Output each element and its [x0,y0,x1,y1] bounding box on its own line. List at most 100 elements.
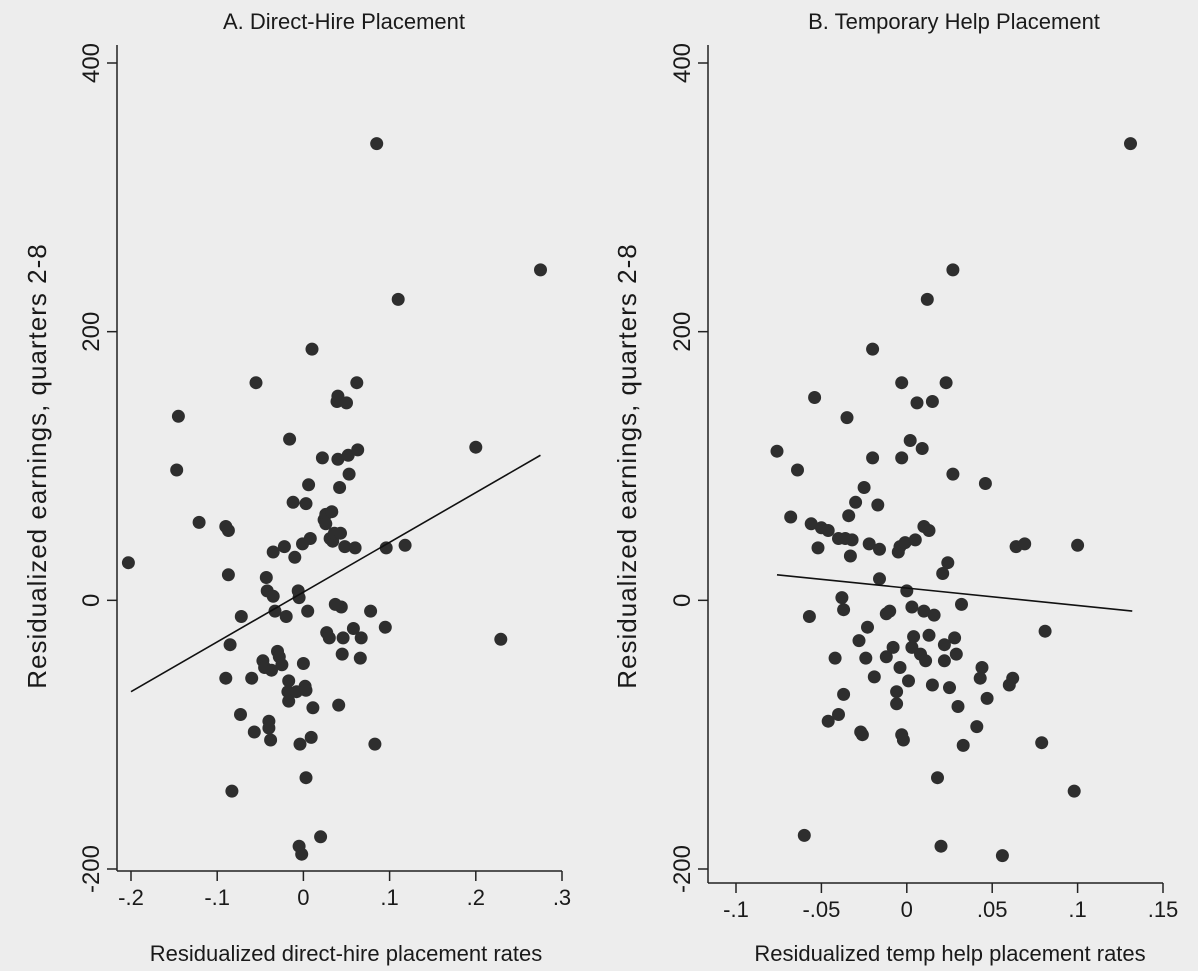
panel-a-data-point [319,517,333,531]
panel-b-data-point [862,537,876,551]
panel-b-x-tick-label: .1 [1068,897,1086,922]
panel-b-data-point [866,342,880,356]
panel-b-data-point [797,828,811,842]
panel-b-data-point [941,556,955,570]
panel-a-data-point [192,515,206,529]
panel-b-data-point [1067,784,1081,798]
panel-b-data-point [931,771,944,785]
panel-b-data-point [900,584,914,598]
panel-a-data-point [364,604,378,618]
panel-a-direct-hire: A. Direct-Hire Placement Residualized ea… [22,9,571,966]
panel-a-data-point [303,532,317,545]
panel-b-data-point [948,631,962,645]
panel-a-data-point [266,545,280,559]
panel-a-data-point [350,376,364,390]
panel-a-data-point [379,541,393,555]
panel-a-data-point [249,376,263,390]
panel-b-data-point [922,524,936,537]
panel-b-data-point [898,536,912,550]
panel-a-data-point [266,589,280,603]
panel-b-data-point [855,728,869,742]
panel-a-data-point [334,600,348,614]
panel-a-data-point [247,725,261,739]
panel-b-data-point [893,661,907,674]
panel-a-x-tick-label: -.2 [118,885,144,910]
panel-a-data-point [334,526,347,540]
panel-a-data-point [398,538,412,552]
panel-b-data-point [905,600,919,614]
panel-a-data-point [264,733,278,747]
panel-a-data-point [286,495,300,509]
panel-a-data-point [304,730,318,744]
panel-b-data-point [857,481,871,494]
panel-b-x-tick-label: -.05 [802,897,840,922]
panel-b-data-point [1071,538,1085,552]
panel-a-data-point [306,701,320,715]
panel-a-data-point [292,591,306,605]
panel-b-data-point [890,685,904,699]
panel-a-data-point [299,497,313,511]
panel-b-data-point [949,647,963,661]
panel-b-data-point [895,376,909,390]
panel-b-data-point [879,650,893,664]
panel-b-data-point [840,411,854,425]
panel-a-data-point [295,847,309,861]
panel-a-data-point [378,620,392,634]
panel-b-x-tick-label: 0 [901,897,913,922]
panel-b-data-point [896,733,910,747]
panel-b-data-point [937,638,951,652]
panel-b-data-point [978,477,992,490]
panel-b-data-point [843,549,857,563]
panel-a-data-point [342,467,356,481]
panel-a-data-point [262,721,276,735]
panel-b-data-point [849,495,863,509]
panel-a-data-point [322,631,336,645]
panel-a-axes: -200 0 200 400 -.2 -.1 0 .1 .2 .3 [78,43,571,910]
panel-b-data-point [915,442,929,455]
panel-a-data-point [331,452,345,466]
panel-b-data-point [973,671,987,685]
panel-a-data-point [368,737,382,751]
panel-a-data-point [245,671,259,685]
panel-b-data-point [980,691,994,705]
panel-a-data-point [333,481,347,494]
panel-a-data-point [282,694,296,708]
panel-b-data-point [895,451,909,465]
panel-a-data-point [283,432,297,446]
panel-b-y-tick-label: -200 [669,845,696,893]
panel-a-data-point [469,440,483,454]
panel-b-data-point [828,651,842,665]
panel-a-data-point [341,448,355,462]
panel-b-data-point [975,661,989,674]
panel-b-y-tick-label: 0 [669,594,696,607]
panel-a-data-point [221,568,235,582]
panel-a-plot-area [121,137,547,861]
panel-b-x-axis-label: Residualized temp help placement rates [754,941,1145,966]
panel-b-x-tick-label: -.1 [723,897,749,922]
panel-b-data-point [886,640,900,654]
panel-b-data-point [970,720,984,734]
panel-b-axes: -200 0 200 400 -.1 -.05 0 .05 .1 .15 [669,43,1178,922]
panel-a-data-point [288,550,302,564]
panel-b-data-point [910,396,924,410]
panel-b-data-point [804,517,818,531]
panel-a-data-point [305,342,319,356]
panel-b-data-point [837,687,851,701]
panel-a-data-point [219,671,233,685]
panel-a-data-point [299,683,313,697]
panel-b-data-point [837,603,851,617]
panel-b-data-point [770,444,784,458]
panel-a-data-point [282,674,296,688]
panel-a-data-point [340,396,353,410]
panel-b-data-point [808,391,822,404]
panel-a-y-tick-label: -200 [78,845,105,893]
panel-b-data-point [1035,736,1049,750]
panel-a-data-point [268,604,282,618]
panel-b-data-point [859,651,873,665]
panel-b-data-point [866,451,880,465]
panel-b-y-axis-label: Residualized earnings, quarters 2-8 [612,243,642,688]
panel-b-data-point [920,292,934,306]
panel-b-y-tick-label: 200 [669,312,696,352]
